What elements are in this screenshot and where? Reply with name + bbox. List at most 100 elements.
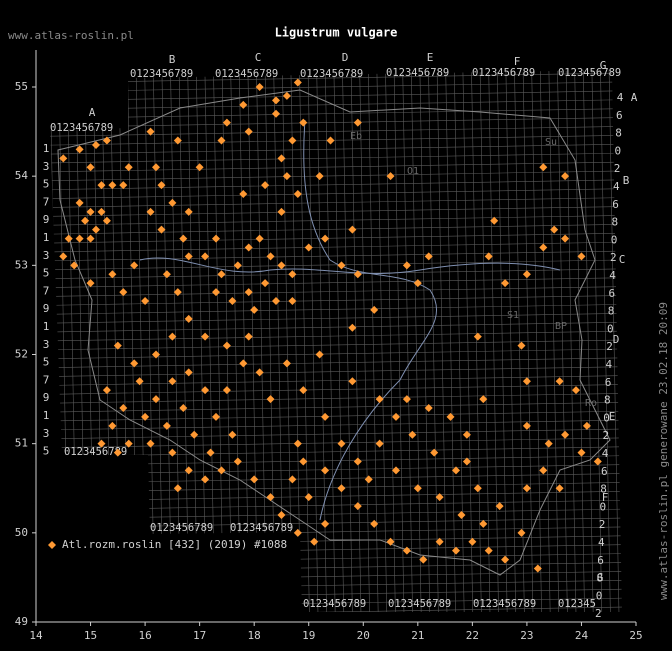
occurrence-point <box>452 546 460 555</box>
grid-digit: 4 <box>605 358 612 371</box>
occurrence-point <box>277 154 286 163</box>
occurrence-point <box>201 386 210 395</box>
occurrence-point <box>212 412 220 421</box>
occurrence-point <box>353 457 362 466</box>
grid-digit: 6 <box>616 109 623 122</box>
occurrence-point <box>288 475 297 484</box>
occurrence-point <box>277 261 286 270</box>
y-tick-label: 55 <box>15 80 28 93</box>
x-tick-label: 24 <box>575 629 589 642</box>
occurrence-point <box>321 519 330 528</box>
grid-letter: A <box>631 91 638 104</box>
grid-digit: 9 <box>43 213 50 226</box>
occurrence-point <box>282 172 291 181</box>
grid-digit: 3 <box>43 160 50 173</box>
grid-line <box>50 81 622 93</box>
occurrence-point <box>293 439 302 448</box>
grid-line <box>50 437 622 449</box>
occurrence-point <box>370 519 379 528</box>
grid-digit: 8 <box>608 305 615 318</box>
grid-line <box>50 366 622 377</box>
x-tick-label: 17 <box>193 629 206 642</box>
occurrence-point <box>70 261 79 270</box>
occurrence-point <box>293 78 302 87</box>
occurrence-point <box>315 172 324 181</box>
occurrence-point <box>81 216 90 225</box>
grid-digit: 6 <box>597 554 604 567</box>
occurrence-point <box>162 270 171 279</box>
grid-line <box>445 70 456 612</box>
grid-line <box>479 70 491 612</box>
occurrence-point <box>353 118 362 127</box>
occurrence-point <box>146 127 155 136</box>
grid-line <box>50 410 622 422</box>
grid-line <box>531 70 542 612</box>
grid-digit: 1 <box>43 231 50 244</box>
occurrence-point <box>435 493 444 502</box>
grid-digit: 3 <box>43 249 50 262</box>
grid-line <box>385 70 396 612</box>
grid-line <box>238 70 250 612</box>
grid-digits: 0123456789 <box>64 446 127 458</box>
grid-line <box>574 70 585 612</box>
side-note: www.atlas-roslin.pl generowane 23.02.18 … <box>657 302 670 600</box>
occurrence-point <box>293 528 302 537</box>
occurrence-point <box>337 261 346 270</box>
grid-digit: 6 <box>601 465 608 478</box>
occurrence-point <box>217 270 226 279</box>
occurrence-point <box>539 163 548 172</box>
grid-letter: F <box>602 491 609 504</box>
occurrence-point <box>97 439 106 448</box>
occurrence-point <box>593 457 602 466</box>
occurrence-point <box>75 198 84 207</box>
grid-line <box>247 70 259 612</box>
x-tick-label: 22 <box>466 629 479 642</box>
country-border <box>57 89 611 576</box>
x-tick-label: 19 <box>302 629 315 642</box>
title: Ligustrum vulgare <box>275 26 398 40</box>
occurrence-point <box>353 270 362 279</box>
occurrence-point <box>419 555 428 564</box>
occurrence-point <box>108 270 117 279</box>
occurrence-point <box>402 395 411 404</box>
occurrence-point <box>424 404 433 412</box>
occurrence-point <box>348 377 357 386</box>
grid-digit: 0 <box>603 411 610 424</box>
occurrence-point <box>228 297 237 305</box>
occurrence-point <box>217 466 226 475</box>
grid-line <box>187 70 198 612</box>
occurrence-point <box>184 314 193 323</box>
occurrence-point <box>282 91 291 100</box>
occurrence-point <box>272 297 280 305</box>
grid-line <box>161 70 173 612</box>
occurrence-point <box>544 439 553 448</box>
occurrence-point <box>435 537 444 546</box>
occurrence-point <box>255 368 264 377</box>
occurrence-point <box>522 484 531 493</box>
grid-line <box>50 179 622 190</box>
occurrence-point <box>293 190 302 198</box>
grid-line <box>50 232 622 244</box>
occurrence-point <box>86 163 95 172</box>
occurrence-point <box>577 448 586 457</box>
grid-line <box>281 70 293 612</box>
grid-digit: 1 <box>43 142 50 155</box>
occurrence-point <box>468 537 477 546</box>
occurrence-point <box>261 181 270 190</box>
occurrence-point <box>113 341 122 350</box>
occurrence-point <box>473 332 482 341</box>
occurrence-point <box>113 448 122 457</box>
occurrence-point <box>277 207 286 216</box>
y-tick-label: 50 <box>15 526 28 539</box>
grid-digits: 0123456789 <box>130 68 193 80</box>
occurrence-point <box>173 288 182 297</box>
occurrence-point <box>195 163 204 172</box>
occurrence-point <box>370 305 379 314</box>
occurrence-point <box>288 270 297 279</box>
grid-line <box>50 170 622 182</box>
occurrence-point <box>168 198 177 207</box>
grid-line <box>324 70 336 612</box>
grid-line <box>557 70 568 612</box>
grid-line <box>565 70 577 612</box>
